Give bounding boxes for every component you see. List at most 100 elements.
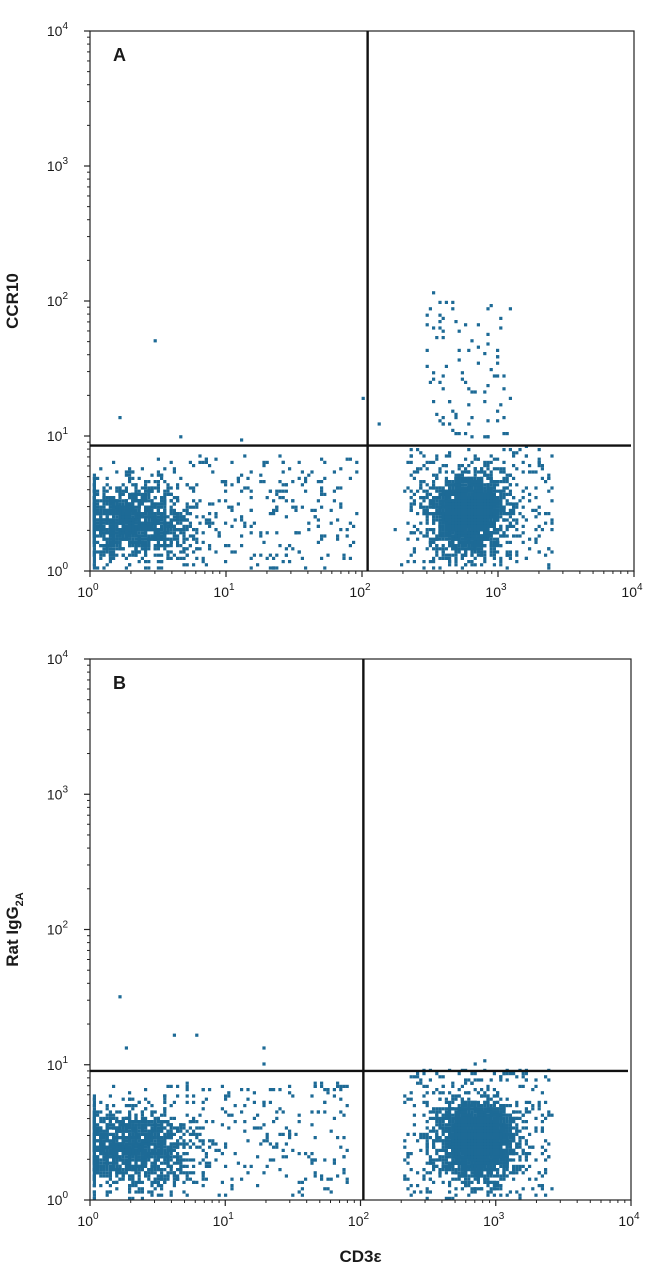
event-point — [144, 1148, 148, 1152]
event-point — [182, 547, 186, 551]
event-point — [454, 547, 458, 551]
event-point — [182, 563, 186, 567]
event-point — [464, 489, 468, 493]
event-point — [92, 1177, 96, 1181]
event-point — [166, 492, 170, 496]
event-point — [489, 454, 493, 458]
event-point — [425, 547, 429, 551]
event-point — [160, 524, 164, 528]
event-point — [112, 544, 116, 548]
event-point — [454, 483, 458, 487]
event-point — [140, 467, 144, 471]
event-point — [188, 460, 192, 464]
event-point — [134, 1136, 138, 1140]
event-point — [144, 540, 148, 544]
event-point — [147, 1158, 151, 1162]
event-point — [297, 476, 301, 480]
event-point — [124, 521, 128, 525]
event-point — [432, 326, 436, 330]
event-point — [275, 505, 279, 509]
event-point — [169, 556, 173, 560]
event-point — [454, 518, 458, 522]
event-point — [499, 556, 503, 560]
event-point — [150, 473, 154, 477]
event-point — [492, 489, 496, 493]
event-point — [118, 547, 122, 551]
event-point — [169, 518, 173, 522]
event-point — [409, 505, 413, 509]
event-point — [467, 512, 471, 516]
event-point — [96, 528, 100, 532]
event-point — [96, 512, 100, 516]
event-point — [134, 486, 138, 490]
event-point — [496, 505, 500, 509]
event-point — [140, 534, 144, 538]
event-point — [92, 1113, 96, 1117]
event-point — [115, 1132, 119, 1136]
event-point — [153, 1148, 157, 1152]
event-point — [428, 540, 432, 544]
event-point — [505, 432, 509, 436]
event-point — [96, 534, 100, 538]
event-point — [115, 534, 119, 538]
event-point — [92, 1123, 96, 1127]
event-point — [550, 521, 554, 525]
event-point — [131, 1174, 135, 1178]
event-point — [214, 512, 218, 516]
event-point — [134, 1180, 138, 1184]
event-point — [480, 524, 484, 528]
event-point — [198, 1113, 202, 1117]
event-point — [115, 515, 119, 519]
event-point — [137, 502, 141, 506]
event-point — [131, 1164, 135, 1168]
event-point — [230, 460, 234, 464]
event-point — [163, 499, 167, 503]
event-point — [444, 505, 448, 509]
event-point — [150, 1171, 154, 1175]
event-point — [102, 1152, 106, 1156]
event-point — [476, 540, 480, 544]
event-point — [108, 528, 112, 532]
event-point — [137, 512, 141, 516]
event-point — [124, 534, 128, 538]
event-point — [412, 550, 416, 554]
event-point — [476, 480, 480, 484]
event-point — [121, 1132, 125, 1136]
event-point — [448, 492, 452, 496]
event-point — [131, 544, 135, 548]
event-point — [163, 489, 167, 493]
event-point — [460, 521, 464, 525]
event-point — [92, 544, 96, 548]
event-point — [118, 512, 122, 516]
event-point — [92, 512, 96, 516]
event-point — [150, 1110, 154, 1114]
event-point — [115, 499, 119, 503]
event-point — [457, 467, 461, 471]
event-point — [172, 518, 176, 522]
event-point — [476, 534, 480, 538]
event-point — [99, 512, 103, 516]
event-point — [118, 544, 122, 548]
event-point — [156, 540, 160, 544]
event-point — [99, 515, 103, 519]
event-point — [121, 1126, 125, 1130]
event-point — [259, 473, 263, 477]
event-point — [128, 508, 132, 512]
event-point — [118, 508, 122, 512]
event-point — [163, 512, 167, 516]
event-point — [156, 1180, 160, 1184]
event-point — [460, 544, 464, 548]
event-point — [102, 1164, 106, 1168]
event-point — [140, 492, 144, 496]
event-point — [156, 470, 160, 474]
event-point — [224, 483, 228, 487]
event-point — [115, 1152, 119, 1156]
event-point — [150, 518, 154, 522]
event-point — [432, 486, 436, 490]
event-point — [451, 486, 455, 490]
event-point — [121, 1171, 125, 1175]
event-point — [153, 1161, 157, 1165]
event-point — [460, 492, 464, 496]
event-point — [112, 556, 116, 560]
event-point — [515, 467, 519, 471]
